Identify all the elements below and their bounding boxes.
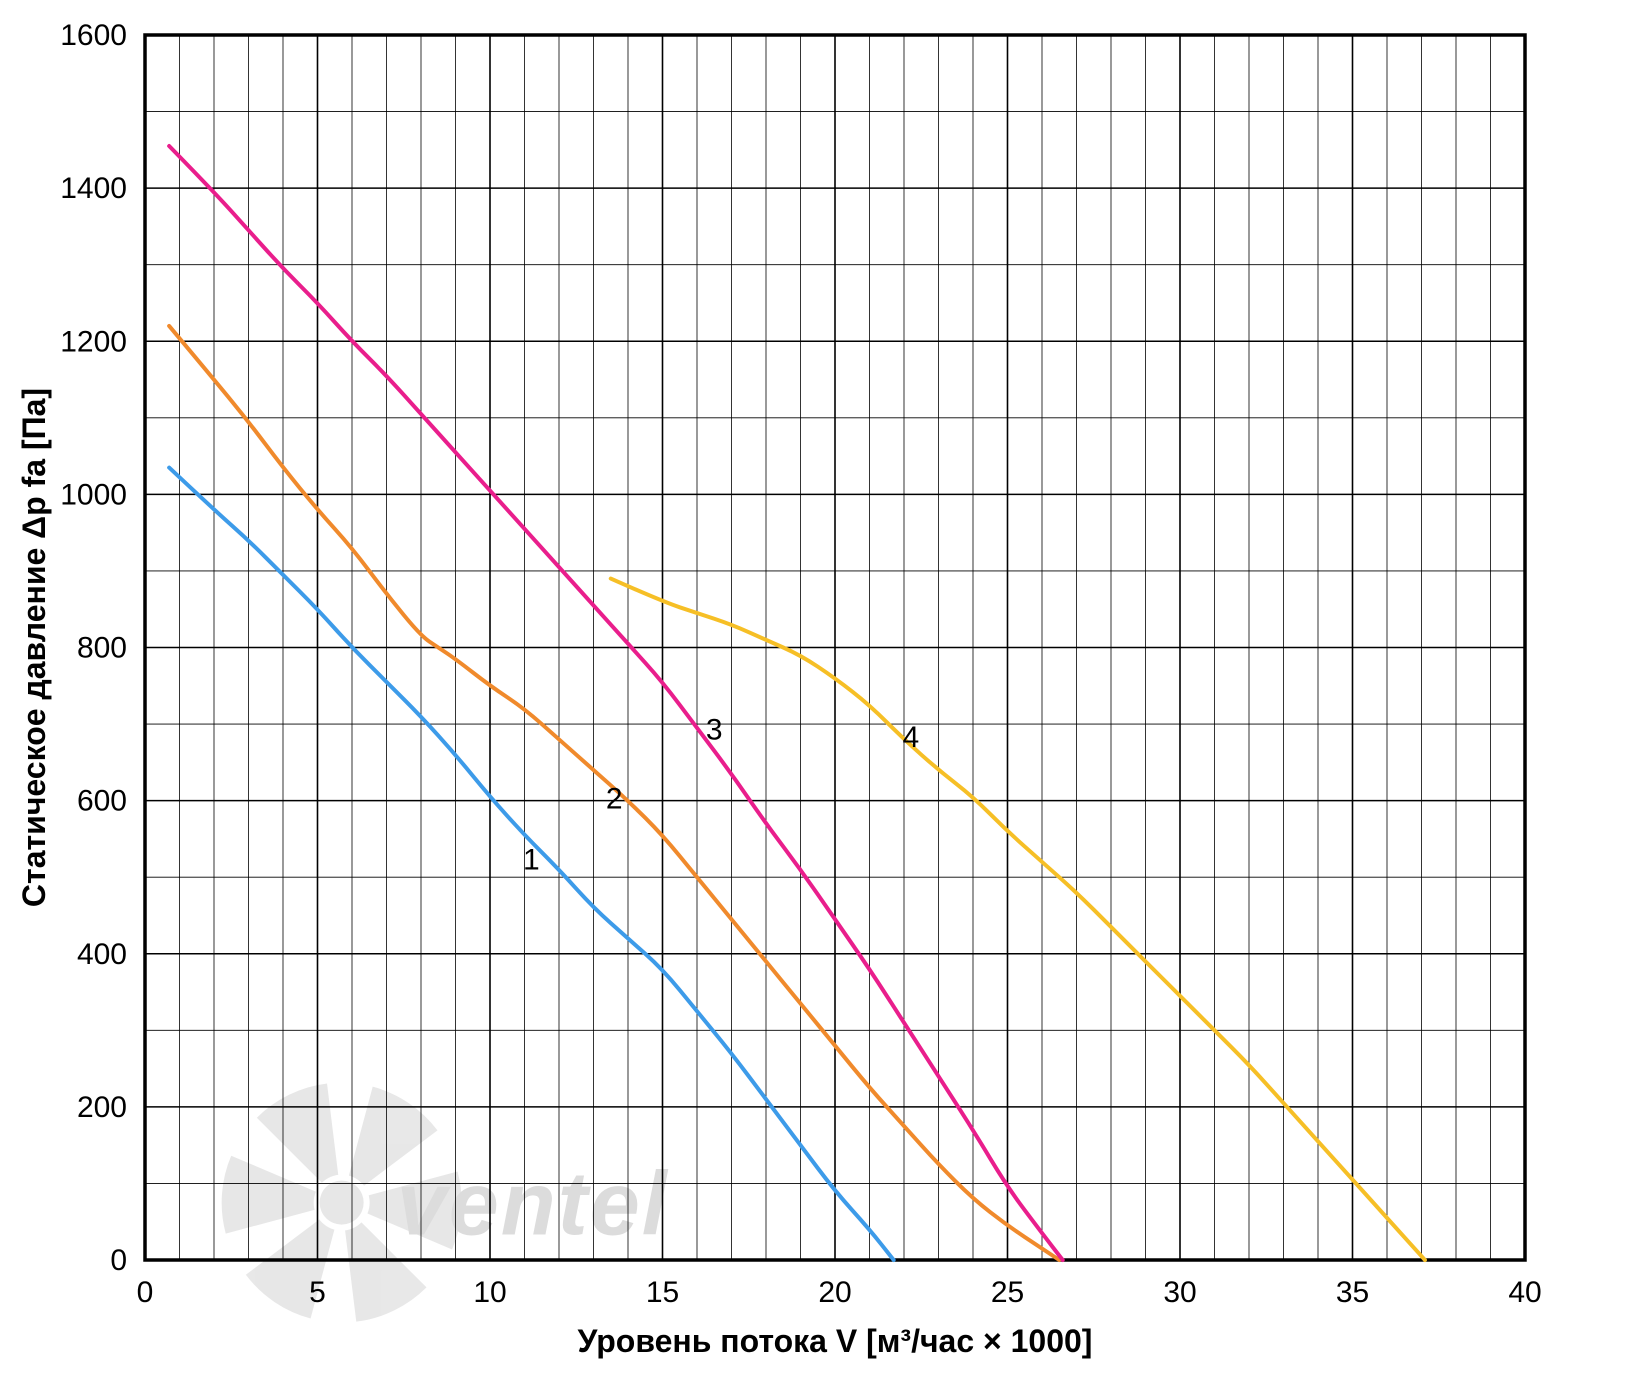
y-tick-label: 1600	[60, 19, 127, 52]
series-label-4: 4	[903, 721, 920, 754]
x-tick-label: 5	[309, 1276, 326, 1309]
y-tick-label: 1200	[60, 325, 127, 358]
y-tick-label: 1400	[60, 172, 127, 205]
y-tick-label: 0	[110, 1244, 127, 1277]
x-tick-label: 10	[473, 1276, 506, 1309]
series-label-3: 3	[706, 713, 723, 746]
x-tick-label: 40	[1508, 1276, 1541, 1309]
x-tick-label: 25	[991, 1276, 1024, 1309]
x-tick-label: 20	[818, 1276, 851, 1309]
pressure-flow-chart: ventel1234051015202530354002004006008001…	[0, 0, 1635, 1397]
x-tick-label: 35	[1336, 1276, 1369, 1309]
series-label-1: 1	[523, 844, 540, 877]
x-tick-label: 0	[137, 1276, 154, 1309]
x-tick-label: 15	[646, 1276, 679, 1309]
y-tick-label: 800	[77, 632, 127, 665]
x-axis-label: Уровень потока V [м³/час × 1000]	[578, 1323, 1093, 1359]
y-tick-label: 200	[77, 1091, 127, 1124]
x-tick-label: 30	[1163, 1276, 1196, 1309]
y-tick-label: 400	[77, 938, 127, 971]
y-tick-label: 600	[77, 785, 127, 818]
y-axis-label: Статическое давление Δp fa [Па]	[16, 388, 52, 907]
series-label-2: 2	[606, 782, 623, 815]
y-tick-label: 1000	[60, 478, 127, 511]
